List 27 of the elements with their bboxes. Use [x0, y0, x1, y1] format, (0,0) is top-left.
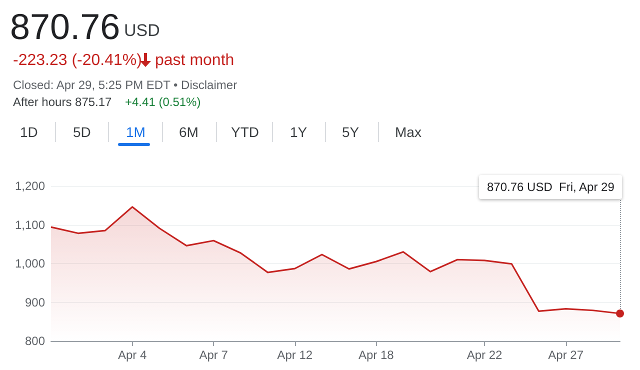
x-tick-label: Apr 4 — [118, 348, 147, 362]
text: 1M — [126, 124, 146, 140]
x-tick-label: Apr 27 — [548, 348, 584, 362]
y-tick-label: 800 — [24, 334, 46, 348]
y-tick-label: 1,100 — [14, 218, 46, 232]
text: Closed: Apr 29, 5:25 PM EDT • Disclaimer — [13, 78, 238, 92]
chart-title: 870.76 — [10, 6, 120, 47]
text: past month — [155, 52, 234, 69]
annotation: 870.76 USD Fri, Apr 29 — [479, 175, 622, 199]
x-tick-label: Apr 22 — [466, 348, 503, 362]
text: 6M — [179, 124, 198, 140]
text: USD — [124, 21, 160, 40]
text: YTD — [231, 124, 259, 140]
y-tick-label: 900 — [24, 295, 46, 310]
text: 1Y — [290, 124, 308, 140]
y-tick-label: 1,200 — [14, 179, 46, 193]
text: -223.23 (-20.41%) — [13, 52, 142, 69]
text: 1D — [20, 124, 38, 140]
text: 5Y — [342, 124, 360, 140]
text: 5D — [73, 124, 91, 140]
x-tick-label: Apr 12 — [277, 348, 313, 362]
x-tick-label: Apr 7 — [199, 348, 228, 362]
x-tick-label: Apr 18 — [358, 348, 394, 362]
y-tick-label: 1,000 — [14, 256, 46, 270]
text: +4.41 (0.51%) — [125, 95, 201, 109]
text: Max — [395, 124, 422, 140]
text: After hours 875.17 — [13, 95, 112, 109]
